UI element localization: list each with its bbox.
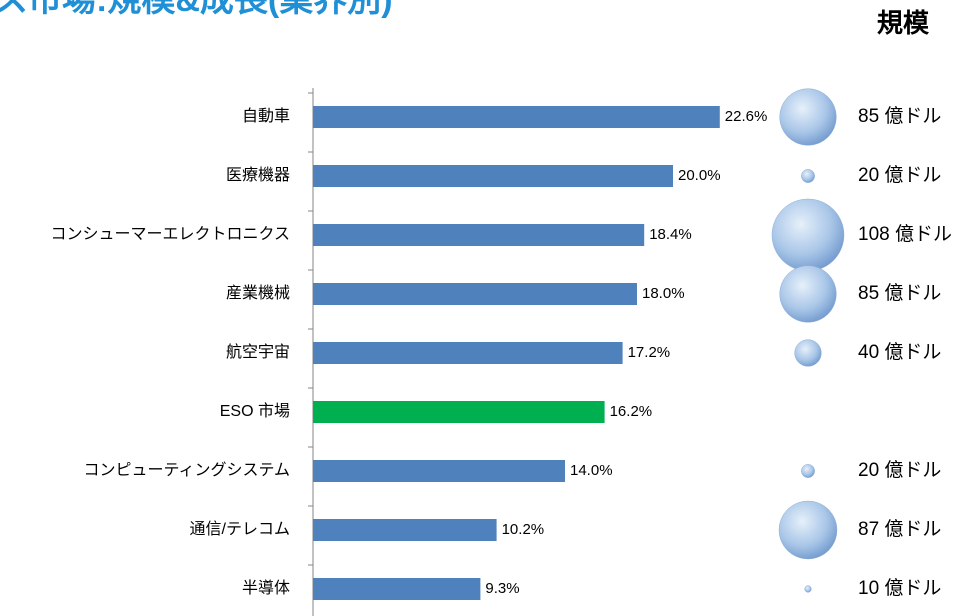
y-tick-label: 通信/テレコム — [190, 520, 290, 538]
size-label: 85 億ドル — [858, 105, 941, 127]
bar — [313, 106, 720, 128]
y-tick-label: 医療機器 — [226, 166, 290, 184]
y-tick-label: ESO 市場 — [220, 402, 290, 420]
bubble — [801, 464, 815, 478]
bubble — [771, 198, 845, 272]
bubble — [779, 265, 837, 323]
bubble — [794, 339, 822, 367]
bar — [313, 460, 565, 482]
value-label: 10.2% — [502, 521, 545, 538]
value-label: 17.2% — [628, 344, 671, 361]
size-label: 87 億ドル — [858, 518, 941, 540]
bar — [313, 578, 481, 600]
bubble — [779, 88, 837, 146]
chart-title: ス市場:規模&成長(業界別) — [0, 0, 393, 19]
size-label: 108 億ドル — [858, 223, 952, 245]
size-title: 規模 — [877, 8, 930, 38]
size-label: 20 億ドル — [858, 164, 941, 186]
size-label: 10 億ドル — [858, 577, 941, 599]
y-tick-label: 自動車 — [242, 107, 290, 125]
value-label: 18.4% — [649, 226, 692, 243]
value-label: 18.0% — [642, 285, 685, 302]
bar — [313, 342, 623, 364]
y-tick-label: 航空宇宙 — [226, 343, 290, 361]
value-label: 20.0% — [678, 167, 721, 184]
value-label: 22.6% — [725, 108, 768, 125]
y-tick-label: 産業機械 — [226, 284, 290, 302]
bar — [313, 401, 605, 423]
y-tick-label: コンシューマーエレクトロニクス — [50, 225, 290, 243]
bubble — [778, 500, 838, 560]
bubble — [804, 585, 812, 593]
value-label: 14.0% — [570, 462, 613, 479]
size-label: 20 億ドル — [858, 459, 941, 481]
size-label: 40 億ドル — [858, 341, 941, 363]
size-label: 85 億ドル — [858, 282, 941, 304]
value-label: 16.2% — [610, 403, 653, 420]
bar — [313, 224, 645, 246]
value-label: 9.3% — [485, 580, 519, 597]
bar — [313, 519, 497, 541]
bubble — [801, 169, 815, 183]
bar — [313, 283, 637, 305]
y-tick-label: 半導体 — [242, 578, 290, 597]
bar — [313, 165, 673, 187]
y-tick-label: コンピューティングシステム — [83, 461, 290, 479]
